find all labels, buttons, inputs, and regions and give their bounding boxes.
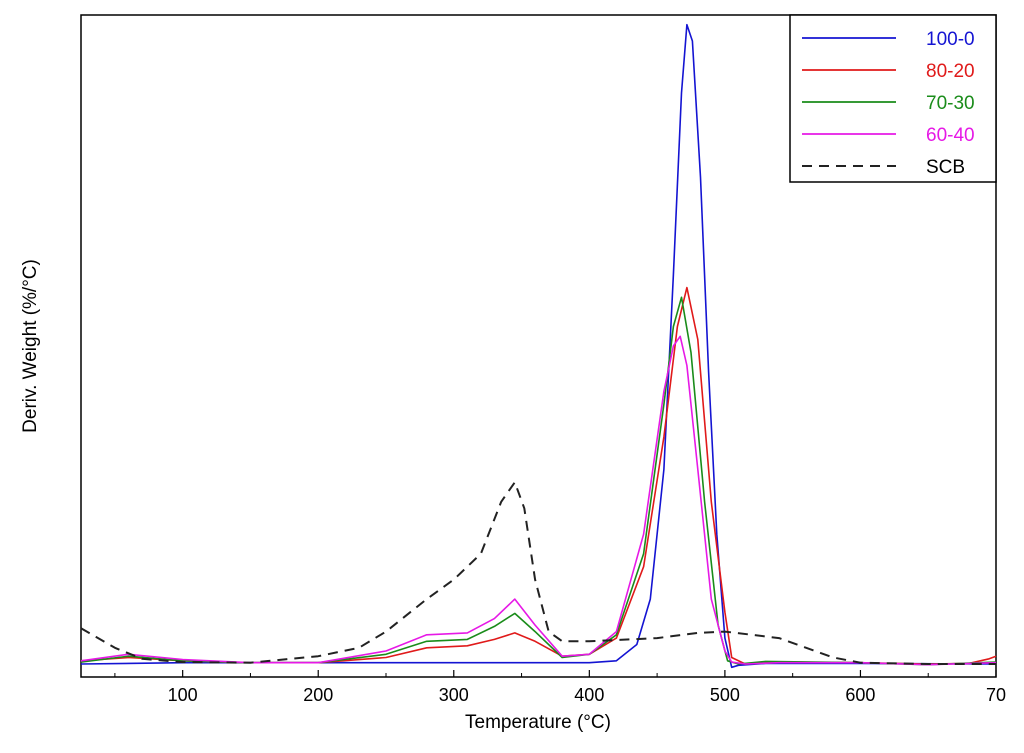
plot-frame [80, 14, 997, 678]
x-tick-label: 70 [986, 685, 1006, 705]
series-line-100-0 [80, 23, 997, 669]
series-line-70-30 [80, 296, 997, 666]
series-line-60-40 [80, 335, 997, 666]
y-axis-title: Deriv. Weight (%/°C) [20, 259, 41, 433]
plot-area-border [80, 14, 997, 678]
legend: 100-0 80-20 70-30 60-40 SCB [789, 14, 997, 183]
x-tick-label: 100 [168, 685, 198, 705]
series-line-SCB [80, 481, 996, 665]
x-axis-title: Temperature (°C) [465, 712, 611, 733]
legend-label-70-30: 70-30 [926, 93, 975, 114]
x-tick-label: 200 [303, 685, 333, 705]
x-tick-label: 600 [845, 685, 875, 705]
legend-label-SCB: SCB [926, 157, 965, 178]
legend-label-60-40: 60-40 [926, 125, 975, 146]
x-tick-label: 300 [439, 685, 469, 705]
x-tick-label: 400 [574, 685, 604, 705]
series-layer [80, 23, 997, 669]
series-line-80-20 [80, 286, 997, 665]
legend-label-100-0: 100-0 [926, 29, 975, 50]
x-axis: 100 200 300 400 500 600 70 [114, 670, 1006, 705]
legend-label-80-20: 80-20 [926, 61, 975, 82]
legend-box [789, 14, 997, 183]
x-tick-label: 500 [710, 685, 740, 705]
